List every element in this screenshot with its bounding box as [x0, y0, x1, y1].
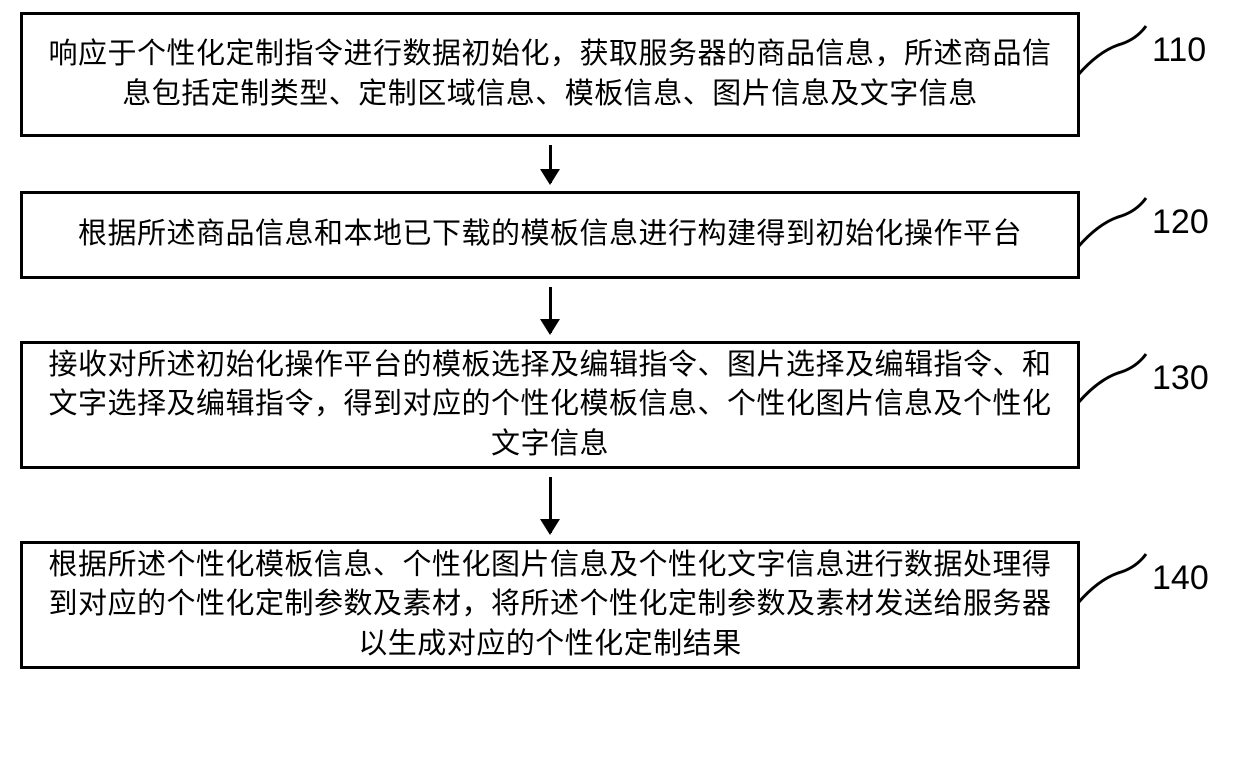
arrow-container-3 [20, 469, 1080, 541]
step-label-3: 130 [1152, 359, 1209, 398]
step-text-2: 根据所述商品信息和本地已下载的模板信息进行构建得到初始化操作平台 [78, 215, 1022, 254]
arrow-3 [549, 477, 552, 533]
arrow-1 [549, 145, 552, 183]
step-text-3: 接收对所述初始化操作平台的模板选择及编辑指令、图片选择及编辑指令、和文字选择及编… [35, 346, 1065, 463]
step-box-1: 响应于个性化定制指令进行数据初始化，获取服务器的商品信息，所述商品信息包括定制类… [20, 12, 1080, 137]
arrow-container-1 [20, 137, 1080, 191]
step-text-1: 响应于个性化定制指令进行数据初始化，获取服务器的商品信息，所述商品信息包括定制类… [35, 35, 1065, 113]
label-wrapper-4: 140 [1068, 548, 1209, 608]
label-wrapper-3: 130 [1068, 348, 1209, 408]
label-wrapper-2: 120 [1068, 192, 1209, 252]
step-label-1: 110 [1152, 31, 1206, 70]
step-label-4: 140 [1152, 559, 1209, 598]
callout-curve-3 [1068, 348, 1148, 408]
step-box-2: 根据所述商品信息和本地已下载的模板信息进行构建得到初始化操作平台 [20, 191, 1080, 279]
label-wrapper-1: 110 [1068, 20, 1206, 80]
step-label-2: 120 [1152, 203, 1209, 242]
flowchart-container: 响应于个性化定制指令进行数据初始化，获取服务器的商品信息，所述商品信息包括定制类… [0, 0, 1240, 669]
arrow-2 [549, 287, 552, 333]
callout-curve-1 [1068, 20, 1148, 80]
callout-curve-4 [1068, 548, 1148, 608]
step-box-4: 根据所述个性化模板信息、个性化图片信息及个性化文字信息进行数据处理得到对应的个性… [20, 541, 1080, 669]
arrow-container-2 [20, 279, 1080, 341]
step-text-4: 根据所述个性化模板信息、个性化图片信息及个性化文字信息进行数据处理得到对应的个性… [35, 546, 1065, 663]
step-box-3: 接收对所述初始化操作平台的模板选择及编辑指令、图片选择及编辑指令、和文字选择及编… [20, 341, 1080, 469]
callout-curve-2 [1068, 192, 1148, 252]
